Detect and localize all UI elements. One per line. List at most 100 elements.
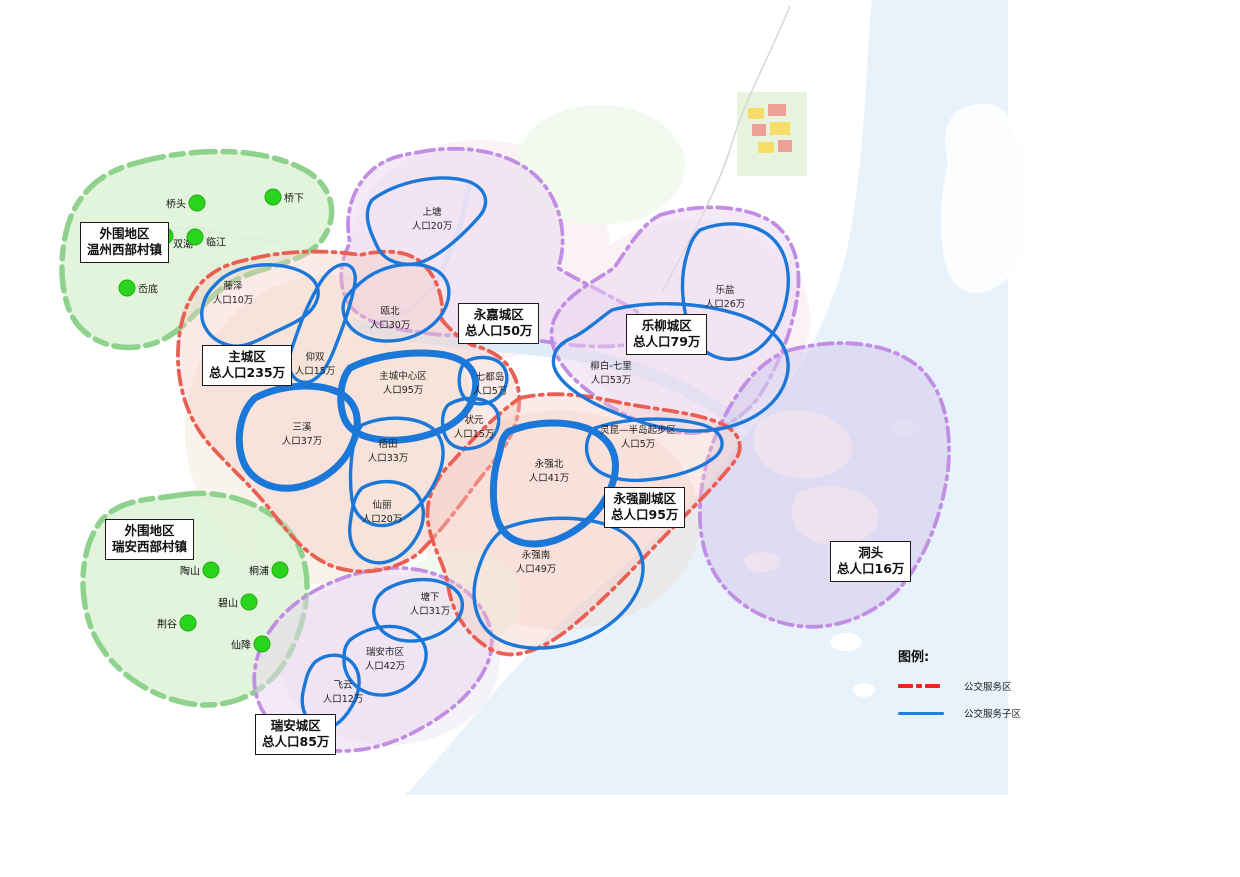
town-label-linjiang: 临江 xyxy=(206,237,226,249)
area-label-dongtou: 洞头 总人口16万 xyxy=(830,541,912,582)
dongtou-islands xyxy=(744,410,879,572)
legend-label-service-subarea: 公交服务子区 xyxy=(964,709,1022,720)
town-dot-qiaoxia xyxy=(264,188,282,206)
subarea-yangshuang-outline xyxy=(287,262,357,385)
subarea-pop: 人口20万 xyxy=(411,220,453,232)
area-name: 乐柳城区 xyxy=(641,318,692,333)
town-dot-qiaotou xyxy=(188,194,206,212)
legend-row-service-subarea: 公交服务子区 xyxy=(898,708,1022,720)
town-label-qiaoxia: 桥下 xyxy=(284,193,304,205)
area-label-yongjia: 永嘉城区 总人口50万 xyxy=(458,303,540,344)
area-total: 瑞安西部村镇 xyxy=(112,539,188,555)
subarea-qidudao-outline xyxy=(457,355,509,406)
town-dot-xianjiang xyxy=(253,635,271,653)
subarea-wutian-outline xyxy=(348,416,445,528)
subarea-label-oubei: 瓯北 人口30万 xyxy=(370,305,411,333)
subarea-name: 乐盐 xyxy=(715,285,735,296)
subarea-label-xianli: 仙丽 人口20万 xyxy=(362,499,403,527)
area-total: 总人口85万 xyxy=(262,734,330,750)
subarea-label-lingkun: 灵昆—半岛起步区 人口5万 xyxy=(600,424,676,452)
subarea-pop: 人口5万 xyxy=(472,385,508,397)
town-label-aodi: 岙底 xyxy=(138,284,158,296)
town-dot-taoshan xyxy=(202,561,220,579)
subarea-liubai-outline xyxy=(551,301,790,433)
subarea-label-zhucheng-cbd: 主城中心区 人口95万 xyxy=(379,370,427,398)
subarea-name: 主城中心区 xyxy=(379,371,427,382)
subarea-pop: 人口10万 xyxy=(212,294,254,306)
legend-row-service-area: 公交服务区 xyxy=(898,681,1021,693)
subarea-pop: 人口15万 xyxy=(453,428,495,440)
subarea-shangtang-outline xyxy=(365,176,488,267)
subarea-pop: 人口31万 xyxy=(409,605,451,617)
subarea-name: 梧田 xyxy=(378,439,398,450)
island-small-3 xyxy=(853,683,875,697)
subarea-label-feiyun: 飞云 人口12万 xyxy=(323,679,364,707)
legend: 图例: 公交服务区 公交服务子区 xyxy=(898,646,1021,735)
subarea-label-qidudao: 七都岛 人口5万 xyxy=(473,371,508,399)
town-label-shuangchao: 双潮 xyxy=(173,239,193,251)
subarea-name: 三溪 xyxy=(292,422,312,433)
area-label-ruian: 瑞安城区 总人口85万 xyxy=(255,714,337,755)
subarea-leyan-outline xyxy=(680,222,790,361)
subarea-pop: 人口53万 xyxy=(590,374,632,386)
area-name: 外围地区 xyxy=(99,226,150,241)
subarea-tengze-outline xyxy=(200,263,320,348)
subarea-xianli-outline xyxy=(348,480,426,565)
town-dot-jinggu xyxy=(179,614,197,632)
area-name: 主城区 xyxy=(228,349,266,364)
basemap-town-north xyxy=(737,92,807,176)
subarea-pop: 人口30万 xyxy=(369,319,411,331)
legend-blue-line-sample xyxy=(898,711,944,715)
subarea-label-tangxia: 塘下 人口31万 xyxy=(410,591,451,619)
area-total: 总人口235万 xyxy=(209,365,286,381)
subarea-pop: 人口42万 xyxy=(364,660,406,672)
subarea-pop: 人口41万 xyxy=(528,472,570,484)
subarea-name: 上塘 xyxy=(422,207,442,218)
area-name: 瑞安城区 xyxy=(270,718,321,733)
island-big xyxy=(940,103,1028,293)
subarea-label-sanxi: 三溪 人口37万 xyxy=(282,421,323,449)
legend-red-dashdot-sample xyxy=(898,684,944,688)
subarea-label-leyan: 乐盐 人口26万 xyxy=(705,284,746,312)
subarea-name: 塘下 xyxy=(420,592,440,603)
subarea-name: 仙丽 xyxy=(372,500,392,511)
subarea-name: 柳白-七里 xyxy=(590,361,632,372)
subarea-label-ruian-urban: 瑞安市区 人口42万 xyxy=(365,646,406,674)
subarea-name: 状元 xyxy=(464,415,484,426)
island-small-2 xyxy=(830,633,862,651)
subarea-name: 灵昆—半岛起步区 xyxy=(599,425,677,436)
subarea-name: 七都岛 xyxy=(475,372,505,383)
subarea-name: 瓯北 xyxy=(380,306,400,317)
town-label-tongpu: 桐浦 xyxy=(249,566,269,578)
area-total: 温州西部村镇 xyxy=(87,242,163,258)
region-outer-wenzhou xyxy=(59,148,335,351)
subarea-tangxia-outline xyxy=(372,577,464,643)
area-total: 总人口50万 xyxy=(465,323,533,339)
subarea-name: 永强北 xyxy=(534,459,564,470)
subarea-zhuangyuan-outline xyxy=(440,396,501,451)
area-total: 总人口79万 xyxy=(633,334,701,350)
town-dot-aodi xyxy=(118,279,136,297)
subarea-name: 藤泽 xyxy=(223,281,243,292)
area-name: 外围地区 xyxy=(124,523,175,538)
subarea-pop: 人口26万 xyxy=(704,298,746,310)
subarea-name: 仰双 xyxy=(305,352,325,363)
subarea-pop: 人口15万 xyxy=(294,365,336,377)
subarea-zhucheng-cbd-outline xyxy=(337,349,480,444)
subarea-label-zhuangyuan: 状元 人口15万 xyxy=(454,414,495,442)
town-dot-tongpu xyxy=(271,561,289,579)
area-label-outer-wenzhou: 外围地区 温州西部村镇 xyxy=(80,222,170,263)
subarea-pop: 人口33万 xyxy=(367,452,409,464)
area-name: 永嘉城区 xyxy=(473,307,524,322)
subarea-pop: 人口5万 xyxy=(620,438,656,450)
subarea-pop: 人口20万 xyxy=(361,513,403,525)
subarea-label-yongqiangnan: 永强南 人口49万 xyxy=(516,549,557,577)
area-label-zhucheng: 主城区 总人口235万 xyxy=(202,345,293,386)
subarea-label-wutian: 梧田 人口33万 xyxy=(368,438,409,466)
subarea-name: 永强南 xyxy=(521,550,551,561)
subarea-label-liubai: 柳白-七里 人口53万 xyxy=(590,360,631,388)
subarea-pop: 人口12万 xyxy=(322,693,364,705)
